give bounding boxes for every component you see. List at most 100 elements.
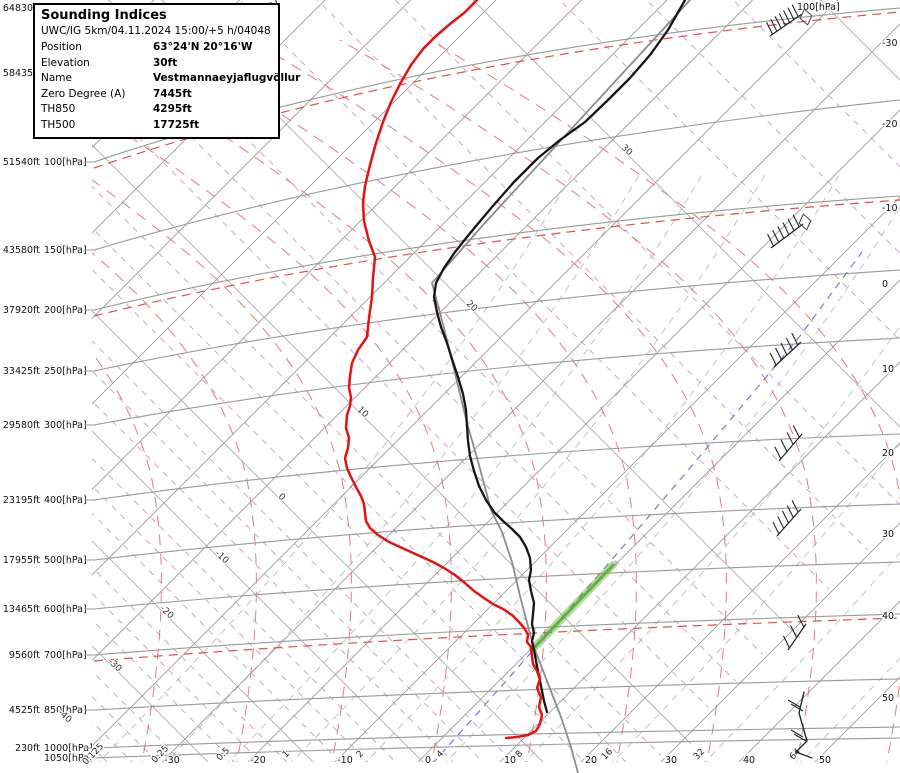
altitude-label: 13465ft bbox=[3, 604, 40, 615]
temperature-curve bbox=[432, 0, 687, 714]
moist-adiabats bbox=[92, 39, 900, 762]
info-row-label: TH500 bbox=[41, 118, 76, 131]
info-row-label: Zero Degree (A) bbox=[41, 87, 126, 100]
altitude-label: 23195ft bbox=[3, 495, 40, 506]
surface-mixing-line bbox=[432, 251, 863, 762]
wind-barb-feather bbox=[778, 13, 786, 26]
wind-barb-feather bbox=[782, 510, 790, 524]
info-row-value: 30ft bbox=[153, 56, 178, 69]
pressure-label: 850[hPa] bbox=[44, 705, 87, 716]
dewpoint-curve bbox=[343, 0, 544, 740]
sounding-indices-box: Sounding Indices UWC/IG 5km/04.11.2024 1… bbox=[33, 3, 300, 139]
wind-barb bbox=[774, 424, 803, 462]
wind-barb-feather bbox=[791, 332, 799, 346]
parcel-curve bbox=[431, 0, 691, 773]
wind-barb-feather bbox=[780, 439, 788, 452]
isotherm-label-bottom: 10 bbox=[504, 755, 516, 766]
info-row-value: 4295ft bbox=[153, 103, 192, 115]
mixing-ratio-lines bbox=[98, 169, 900, 762]
pressure-label: 700[hPa] bbox=[44, 650, 87, 661]
adiabat-label: 0 bbox=[276, 492, 287, 503]
info-row: Elevation 30ft bbox=[41, 56, 272, 72]
info-row: Position 63°24'N 20°16'W bbox=[41, 40, 272, 56]
adiabat-label: -10 bbox=[213, 549, 231, 567]
wind-barb-feather bbox=[785, 337, 793, 351]
altitude-label: 230ft bbox=[15, 743, 40, 754]
wind-barb-feather bbox=[791, 499, 799, 513]
model-run-line: UWC/IG 5km/04.11.2024 15:00/+5 h/04048 bbox=[41, 25, 271, 37]
wind-barb-feather bbox=[782, 635, 790, 649]
isotherm-label-right: 0 bbox=[882, 279, 888, 290]
isotherm-label-bottom: 30 bbox=[665, 755, 677, 766]
info-row-label: TH850 bbox=[41, 103, 76, 115]
pressure-label: 600[hPa] bbox=[44, 604, 87, 615]
pressure-label-top-right: 100[hPa] bbox=[797, 2, 840, 13]
altitude-label: 58435ft bbox=[3, 68, 40, 79]
pressure-label: 1000[hPa] bbox=[44, 743, 93, 754]
wind-barb-feather bbox=[787, 7, 795, 20]
pressure-label: 200[hPa] bbox=[44, 305, 87, 316]
altitude-label: 9560ft bbox=[9, 650, 40, 661]
wind-barb-feather bbox=[772, 521, 780, 535]
info-row: Name Vestmannaeyjaflugvöllur bbox=[41, 71, 300, 87]
wind-barb-staff bbox=[787, 623, 807, 651]
wind-barb-feather bbox=[791, 4, 799, 17]
wind-barb-feather bbox=[774, 446, 782, 460]
isotherm-label-right: 20 bbox=[882, 448, 894, 459]
pressure-label: 500[hPa] bbox=[44, 555, 87, 566]
wind-barb-feather bbox=[770, 19, 778, 32]
mixing-ratio-label: 32 bbox=[692, 747, 707, 762]
wind-barb-feather bbox=[783, 10, 791, 23]
wind-barb-feather bbox=[769, 352, 777, 366]
wind-barb-staff bbox=[776, 508, 802, 537]
adiabat-label: 30 bbox=[619, 143, 634, 158]
adiabat-label: 10 bbox=[355, 405, 370, 420]
pressure-label: 250[hPa] bbox=[44, 366, 87, 377]
info-row-label: Position bbox=[41, 41, 82, 53]
isotherm-label-bottom: 40 bbox=[743, 755, 755, 766]
info-row-value: Vestmannaeyjaflugvöllur bbox=[153, 72, 301, 84]
info-row-label: Elevation bbox=[41, 56, 90, 69]
wind-barb-feather bbox=[777, 516, 785, 529]
wind-barb-feather bbox=[786, 505, 794, 518]
wind-barb-staff bbox=[769, 13, 803, 37]
isotherm-label-bottom: 50 bbox=[819, 755, 831, 766]
wind-barb-staff bbox=[770, 223, 804, 249]
adiabat-label: -30 bbox=[106, 657, 124, 675]
wind-barb-feather bbox=[780, 342, 788, 356]
info-title: Sounding Indices bbox=[41, 8, 167, 23]
wind-barb bbox=[769, 332, 802, 368]
pressure-label: 150[hPa] bbox=[44, 245, 87, 256]
altitude-label: 4525ft bbox=[9, 705, 40, 716]
wind-barb bbox=[772, 499, 802, 537]
altitude-label: 64830ft bbox=[3, 3, 40, 14]
wind-barb-feather bbox=[790, 625, 798, 638]
wind-barb bbox=[782, 614, 807, 651]
altitude-label: 17955ft bbox=[3, 555, 40, 566]
wind-barb-feather bbox=[775, 347, 783, 361]
wind-barb bbox=[767, 213, 812, 249]
wind-barb-feather bbox=[767, 233, 775, 247]
isotherm-label-bottom: -30 bbox=[164, 755, 180, 766]
wind-barb-feather bbox=[797, 614, 805, 628]
isotherm-label-bottom: -20 bbox=[250, 755, 266, 766]
wind-barb-feather bbox=[772, 229, 780, 243]
isotherm-label-right: -10 bbox=[882, 203, 898, 214]
wind-barb-feather bbox=[766, 21, 774, 35]
info-row-value: 17725ft bbox=[153, 118, 200, 131]
isotherm-label-right: 10 bbox=[882, 364, 894, 375]
info-row-value: 63°24'N 20°16'W bbox=[153, 41, 253, 53]
pressure-label: 100[hPa] bbox=[44, 157, 87, 168]
altitude-label: 43580ft bbox=[3, 245, 40, 256]
wind-barb-staff bbox=[778, 433, 803, 462]
mixing-ratio-label: 2 bbox=[355, 749, 366, 760]
altitude-label: 33425ft bbox=[3, 366, 40, 377]
pressure-label: 300[hPa] bbox=[44, 420, 87, 431]
wind-barb-feather bbox=[774, 16, 782, 29]
wind-barb-feather bbox=[792, 214, 800, 228]
isotherm-label-bottom: 0 bbox=[425, 755, 431, 766]
